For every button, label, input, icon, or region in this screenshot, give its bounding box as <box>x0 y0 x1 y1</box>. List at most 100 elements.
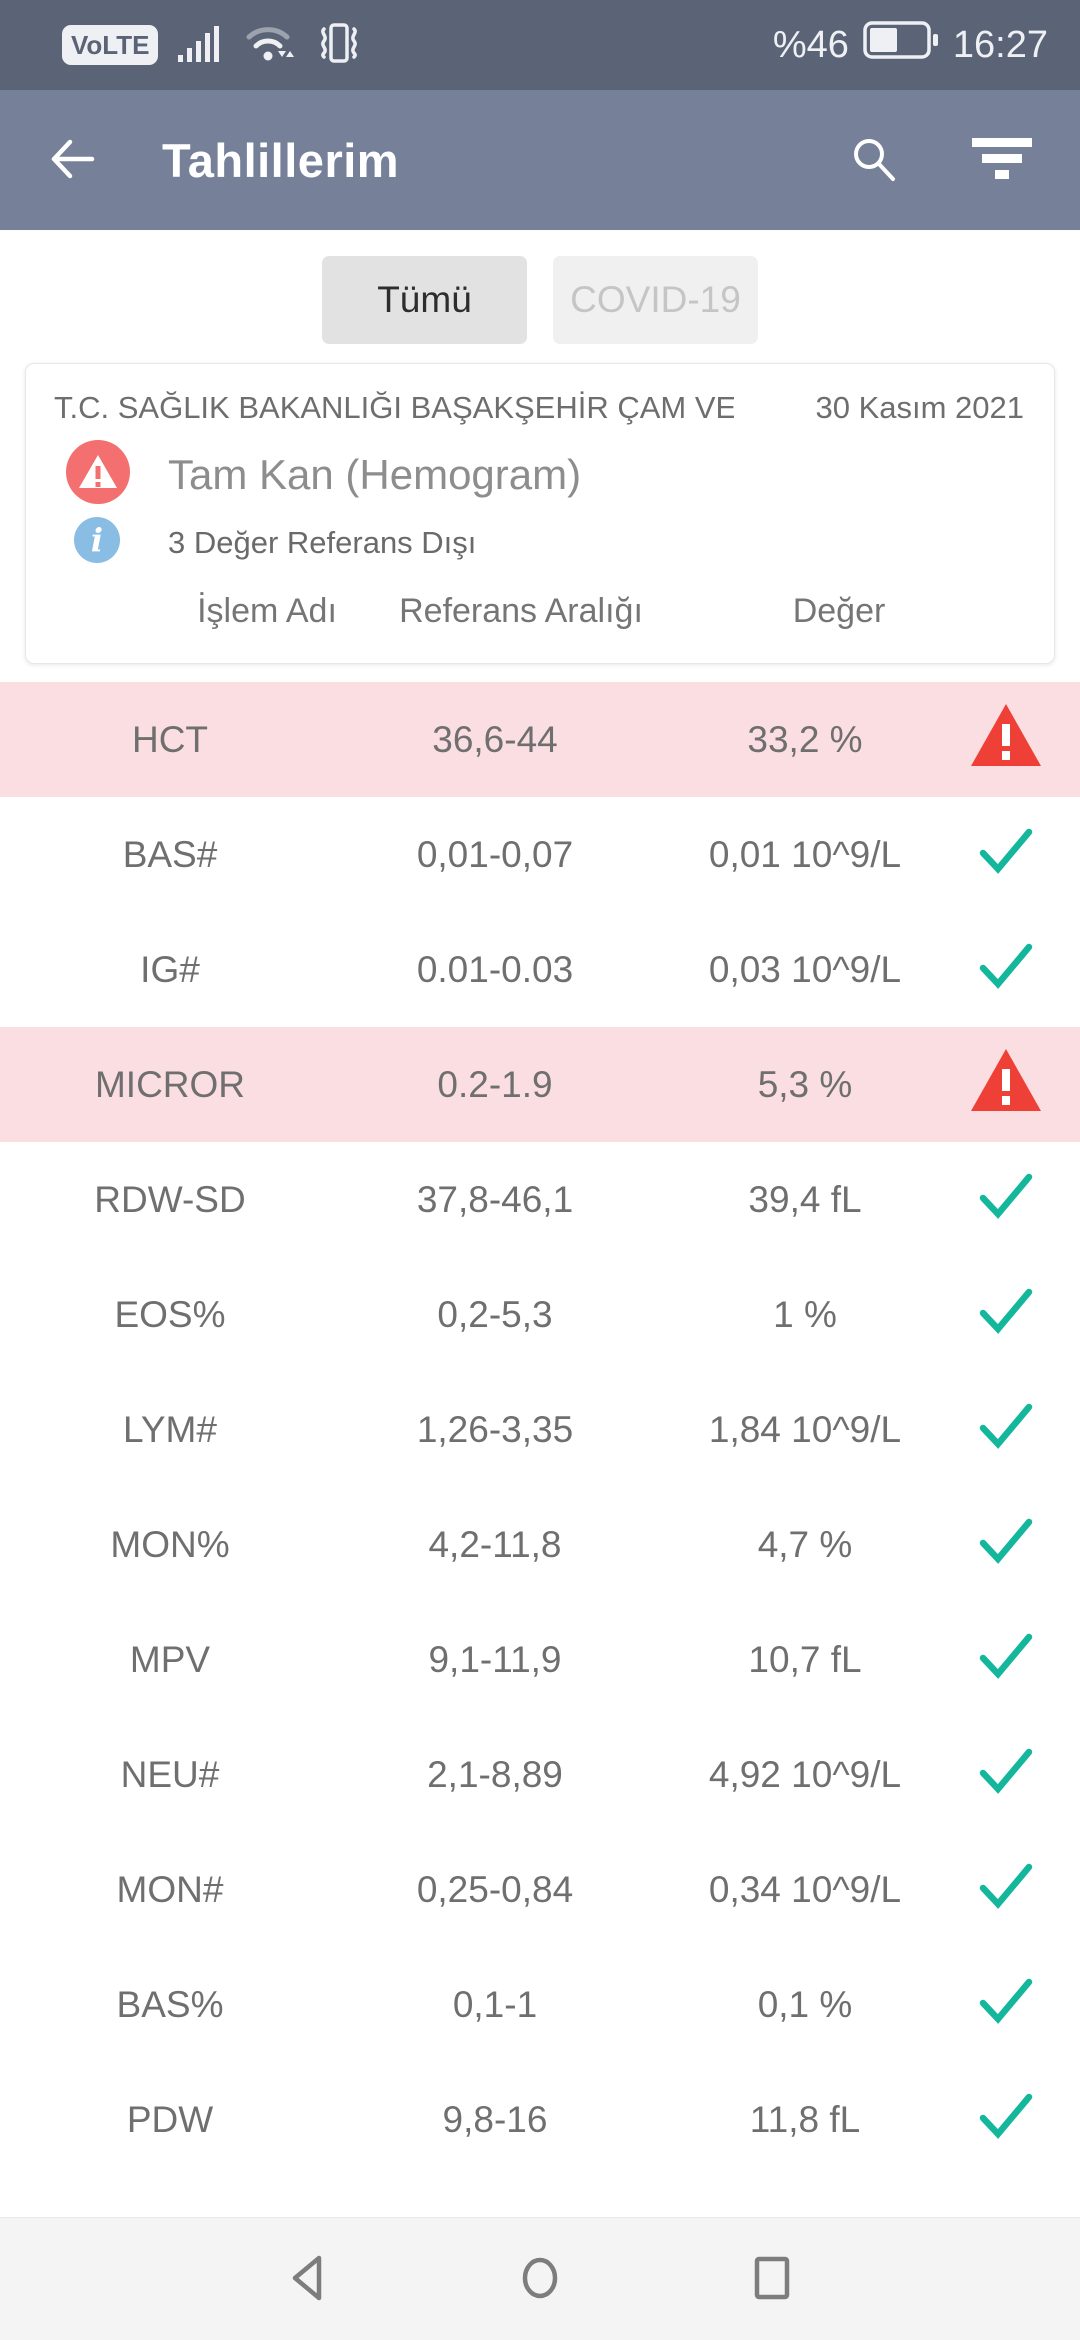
table-row[interactable]: IG# 0.01-0.03 0,03 10^9/L <box>0 912 1080 1027</box>
institution-name: T.C. SAĞLIK BAKANLIĞI BAŞAKŞEHİR ÇAM VE <box>54 390 734 425</box>
tab-covid19[interactable]: COVID-19 <box>553 255 758 344</box>
volte-icon: VoLTE <box>62 25 159 65</box>
table-row[interactable]: NEU# 2,1-8,89 4,92 10^9/L <box>0 1717 1080 1832</box>
report-card[interactable]: T.C. SAĞLIK BAKANLIĞI BAŞAKŞEHİR ÇAM VE … <box>25 363 1055 664</box>
result-range: 0,2-5,3 <box>437 1293 553 1335</box>
result-name: MICROR <box>94 1063 246 1105</box>
table-row[interactable]: PDW 9,8-16 11,8 fL <box>0 2062 1080 2177</box>
result-name: BAS% <box>116 1983 224 2025</box>
battery-icon <box>863 21 939 69</box>
result-value: 0,01 10^9/L <box>708 833 902 875</box>
report-date: 30 Kasım 2021 <box>815 390 1024 425</box>
result-name: EOS% <box>114 1293 226 1335</box>
warning-icon <box>969 702 1043 777</box>
nav-back-icon <box>283 2252 333 2307</box>
column-header-name: İşlem Adı <box>197 592 337 630</box>
check-icon <box>977 1975 1035 2034</box>
results-table: HCT 36,6-44 33,2 % BAS# 0,01-0,07 0,01 1… <box>0 682 1080 2177</box>
result-range: 4,2-11,8 <box>428 1523 562 1565</box>
result-value: 1 % <box>773 1293 837 1335</box>
result-value: 11,8 fL <box>749 2098 861 2140</box>
search-button[interactable] <box>848 133 900 188</box>
result-value: 33,2 % <box>747 718 863 760</box>
table-row[interactable]: BAS% 0,1-1 0,1 % <box>0 1947 1080 2062</box>
check-icon <box>977 1745 1035 1804</box>
nav-recents-icon <box>747 2252 797 2307</box>
info-circle-icon: i <box>74 517 120 568</box>
table-row[interactable]: EOS% 0,2-5,3 1 % <box>0 1257 1080 1372</box>
check-icon <box>977 1630 1035 1689</box>
result-value: 0,03 10^9/L <box>708 948 902 990</box>
tab-tumu[interactable]: Tümü <box>322 255 527 344</box>
app-bar: Tahlillerim <box>0 90 1080 230</box>
result-range: 2,1-8,89 <box>427 1753 563 1795</box>
result-value: 1,84 10^9/L <box>708 1408 902 1450</box>
table-row[interactable]: MPV 9,1-11,9 10,7 fL <box>0 1602 1080 1717</box>
page-title: Tahlillerim <box>162 133 400 187</box>
wifi-icon <box>244 21 296 70</box>
result-name: MON# <box>116 1868 224 1910</box>
search-icon <box>848 133 900 188</box>
result-name: NEU# <box>120 1753 220 1795</box>
result-range: 0,01-0,07 <box>416 833 574 875</box>
nav-back-button[interactable] <box>283 2252 333 2307</box>
table-row[interactable]: MICROR 0.2-1.9 5,3 % <box>0 1027 1080 1142</box>
warning-circle-icon <box>66 440 130 509</box>
tab-strip: Tümü COVID-19 <box>0 230 1080 363</box>
result-value: 4,92 10^9/L <box>708 1753 902 1795</box>
table-row[interactable]: HCT 36,6-44 33,2 % <box>0 682 1080 797</box>
result-name: PDW <box>126 2098 214 2140</box>
check-icon <box>977 825 1035 884</box>
result-value: 10,7 fL <box>748 1638 862 1680</box>
check-icon <box>977 1515 1035 1574</box>
result-range: 0,1-1 <box>452 1983 538 2025</box>
result-range: 0.2-1.9 <box>437 1063 553 1105</box>
nav-home-icon <box>515 2252 565 2307</box>
nav-recents-button[interactable] <box>747 2252 797 2307</box>
result-value: 39,4 fL <box>748 1178 862 1220</box>
check-icon <box>977 1400 1035 1459</box>
result-range: 0.01-0.03 <box>416 948 574 990</box>
table-row[interactable]: BAS# 0,01-0,07 0,01 10^9/L <box>0 797 1080 912</box>
test-group-title: Tam Kan (Hemogram) <box>168 450 582 498</box>
table-row[interactable]: LYM# 1,26-3,35 1,84 10^9/L <box>0 1372 1080 1487</box>
vibrate-icon <box>316 21 362 70</box>
filter-button[interactable] <box>970 134 1034 187</box>
android-nav-bar <box>0 2217 1080 2340</box>
result-range: 1,26-3,35 <box>416 1408 574 1450</box>
result-value: 5,3 % <box>757 1063 853 1105</box>
result-value: 0,34 10^9/L <box>708 1868 902 1910</box>
filter-icon <box>970 134 1034 187</box>
result-name: IG# <box>140 948 200 990</box>
table-row[interactable]: MON# 0,25-0,84 0,34 10^9/L <box>0 1832 1080 1947</box>
result-name: RDW-SD <box>94 1178 246 1220</box>
result-value: 0,1 % <box>757 1983 853 2025</box>
check-icon <box>977 1285 1035 1344</box>
clock-time: 16:27 <box>952 23 1048 66</box>
nav-home-button[interactable] <box>515 2252 565 2307</box>
back-arrow-icon <box>46 134 98 187</box>
result-name: MON% <box>110 1523 230 1565</box>
result-name: LYM# <box>123 1408 217 1450</box>
out-of-range-note: 3 Değer Referans Dışı <box>168 524 477 560</box>
battery-percent: %46 <box>772 23 849 66</box>
check-icon <box>977 2090 1035 2149</box>
result-name: HCT <box>131 718 209 760</box>
column-header-value: Değer <box>792 592 886 630</box>
back-button[interactable] <box>46 134 98 187</box>
result-name: MPV <box>129 1638 211 1680</box>
table-row[interactable]: RDW-SD 37,8-46,1 39,4 fL <box>0 1142 1080 1257</box>
check-icon <box>977 1860 1035 1919</box>
result-range: 36,6-44 <box>432 718 558 760</box>
check-icon <box>977 940 1035 999</box>
result-range: 0,25-0,84 <box>416 1868 574 1910</box>
result-range: 9,8-16 <box>442 2098 548 2140</box>
table-row[interactable]: MON% 4,2-11,8 4,7 % <box>0 1487 1080 1602</box>
signal-strength-icon <box>178 22 224 69</box>
warning-icon <box>969 1047 1043 1122</box>
result-range: 9,1-11,9 <box>428 1638 562 1680</box>
check-icon <box>977 1170 1035 1229</box>
result-name: BAS# <box>122 833 218 875</box>
result-value: 4,7 % <box>757 1523 853 1565</box>
result-range: 37,8-46,1 <box>416 1178 574 1220</box>
